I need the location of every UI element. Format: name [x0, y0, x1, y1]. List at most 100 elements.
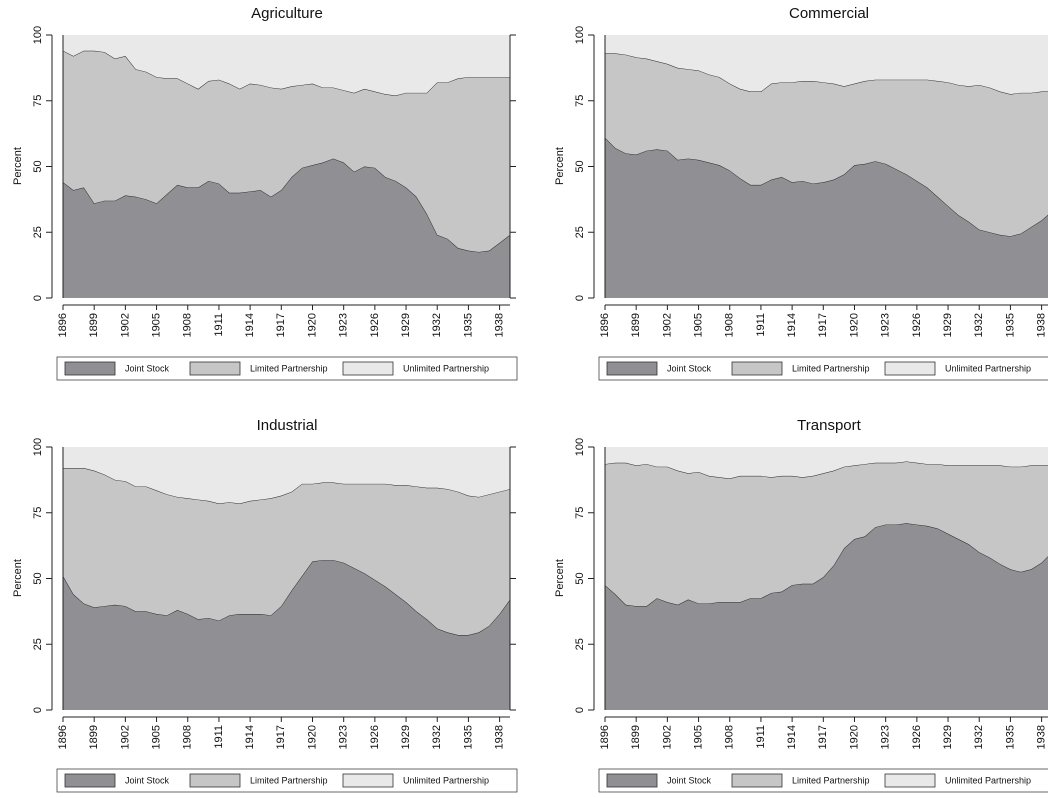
x-tick-label: 1914	[786, 725, 798, 749]
x-tick-label: 1935	[462, 725, 474, 749]
area	[63, 35, 510, 96]
x-tick-label: 1920	[848, 313, 860, 337]
y-tick-label: 75	[574, 507, 586, 519]
x-tick-label: 1902	[119, 313, 131, 337]
x-tick-label: 1923	[880, 725, 892, 749]
legend-label: Joint Stock	[125, 363, 170, 373]
legend-swatch	[342, 361, 394, 376]
x-tick-label: 1908	[182, 313, 194, 337]
y-axis-label: Percent	[554, 559, 566, 597]
x-tick-label: 1929	[942, 313, 954, 337]
y-tick-label: 50	[32, 160, 44, 172]
x-tick-label: 1917	[817, 725, 829, 749]
y-axis-label: Percent	[554, 147, 566, 185]
x-tick-label: 1905	[692, 725, 704, 749]
legend-swatch	[884, 773, 936, 788]
area	[605, 137, 1048, 298]
x-tick-label: 1926	[369, 313, 381, 337]
chart-title: Industrial	[257, 417, 318, 434]
legend-swatch	[606, 361, 658, 376]
legend-label: Joint Stock	[667, 775, 712, 785]
x-tick-label: 1896	[57, 313, 69, 337]
x-tick-label: 1935	[1004, 725, 1016, 749]
x-tick-label: 1902	[661, 313, 673, 337]
chart-title: Agriculture	[251, 5, 323, 22]
x-tick-label: 1926	[911, 725, 923, 749]
y-tick-label: 75	[32, 95, 44, 107]
x-tick-label: 1923	[338, 725, 350, 749]
x-tick-label: 1905	[150, 725, 162, 749]
y-tick-label: 25	[32, 638, 44, 650]
x-tick-label: 1899	[88, 313, 100, 337]
x-tick-label: 1932	[431, 313, 443, 337]
y-tick-label: 100	[574, 26, 586, 44]
x-tick-label: 1917	[275, 725, 287, 749]
legend-box	[598, 768, 1048, 793]
x-tick-label: 1920	[306, 725, 318, 749]
x-tick-label: 1935	[462, 313, 474, 337]
x-tick-label: 1896	[599, 313, 611, 337]
x-tick-label: 1935	[1004, 313, 1016, 337]
x-tick-label: 1905	[692, 313, 704, 337]
area	[63, 447, 510, 504]
y-tick-label: 75	[574, 95, 586, 107]
y-tick-label: 100	[574, 438, 586, 456]
y-tick-label: 50	[574, 160, 586, 172]
x-tick-label: 1923	[880, 313, 892, 337]
x-tick-label: 1911	[213, 313, 225, 337]
x-tick-label: 1917	[817, 313, 829, 337]
x-tick-label: 1938	[494, 313, 506, 337]
x-tick-label: 1929	[400, 725, 412, 749]
x-tick-label: 1899	[630, 725, 642, 749]
legend-swatch	[606, 773, 658, 788]
y-tick-label: 100	[32, 26, 44, 44]
y-tick-label: 25	[574, 226, 586, 238]
y-tick-label: 100	[32, 438, 44, 456]
y-tick-label: 0	[574, 707, 586, 713]
x-tick-label: 1899	[88, 725, 100, 749]
x-tick-label: 1920	[306, 313, 318, 337]
y-axis-label: Percent	[12, 147, 24, 185]
x-tick-label: 1902	[119, 725, 131, 749]
y-axis-label: Percent	[12, 559, 24, 597]
legend-label: Limited Partnership	[792, 363, 870, 373]
x-tick-label: 1932	[973, 725, 985, 749]
legend-label: Unlimited Partnership	[945, 363, 1031, 373]
x-tick-label: 1902	[661, 725, 673, 749]
legend-swatch	[731, 773, 783, 788]
legend-label: Joint Stock	[667, 363, 712, 373]
x-tick-label: 1923	[338, 313, 350, 337]
x-tick-label: 1932	[973, 313, 985, 337]
legend-label: Unlimited Partnership	[945, 775, 1031, 785]
area	[605, 35, 1048, 95]
x-tick-label: 1911	[213, 725, 225, 749]
y-tick-label: 0	[32, 707, 44, 713]
legend-swatch	[189, 773, 241, 788]
x-tick-label: 1914	[244, 313, 256, 337]
x-tick-label: 1929	[400, 313, 412, 337]
area	[605, 447, 1048, 479]
chart-title: Commercial	[789, 5, 869, 22]
x-tick-label: 1929	[942, 725, 954, 749]
x-tick-label: 1926	[369, 725, 381, 749]
x-tick-label: 1899	[630, 313, 642, 337]
x-tick-label: 1896	[599, 725, 611, 749]
y-tick-label: 50	[574, 572, 586, 584]
chart-title: Transport	[797, 417, 861, 434]
area	[605, 461, 1048, 607]
legend-label: Joint Stock	[125, 775, 170, 785]
legend-box	[56, 768, 518, 793]
x-tick-label: 1908	[724, 725, 736, 749]
legend-box	[56, 356, 518, 381]
legend-swatch	[342, 773, 394, 788]
legend-label: Limited Partnership	[250, 363, 328, 373]
area	[63, 158, 510, 298]
legend-swatch	[189, 361, 241, 376]
x-tick-label: 1911	[755, 313, 767, 337]
legend-label: Limited Partnership	[792, 775, 870, 785]
x-tick-label: 1932	[431, 725, 443, 749]
legend-swatch	[64, 361, 116, 376]
legend-label: Limited Partnership	[250, 775, 328, 785]
y-tick-label: 50	[32, 572, 44, 584]
